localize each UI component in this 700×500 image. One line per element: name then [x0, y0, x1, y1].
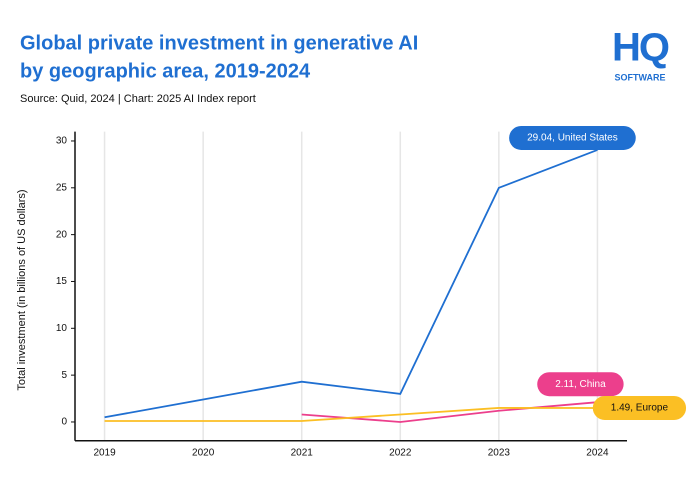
y-tick-label: 15 [56, 276, 68, 287]
y-tick-label: 30 [56, 136, 68, 147]
x-tick-label: 2020 [192, 447, 215, 458]
y-axis-label: Total investment (in billions of US doll… [16, 189, 28, 390]
x-tick-label: 2022 [389, 447, 412, 458]
y-tick-label: 0 [61, 417, 67, 428]
value-label: 2.11, China [555, 379, 606, 390]
value-label-bubble [592, 396, 687, 421]
series-line [104, 407, 598, 422]
value-label: 29.04, United States [527, 133, 618, 144]
x-tick-label: 2019 [93, 447, 116, 458]
subtitle: Source: Quid, 2024 | Chart: 2025 AI Inde… [20, 93, 256, 105]
chart-title: by geographic area, 2019-2024 [20, 60, 311, 82]
logo-mark: HQ [612, 26, 669, 70]
logo-text: SOFTWARE [615, 72, 666, 82]
chart-title: Global private investment in generative … [20, 32, 418, 54]
value-label: 1.49, Europe [611, 403, 669, 414]
x-tick-label: 2021 [291, 447, 314, 458]
value-label-bubble [537, 372, 624, 397]
x-tick-label: 2024 [586, 447, 609, 458]
value-label-bubble [509, 125, 636, 150]
y-tick-label: 10 [56, 323, 68, 334]
x-tick-label: 2023 [488, 447, 511, 458]
y-tick-label: 25 [56, 182, 68, 193]
series-line [104, 149, 598, 419]
y-tick-label: 5 [61, 370, 67, 381]
y-tick-label: 20 [56, 229, 68, 240]
